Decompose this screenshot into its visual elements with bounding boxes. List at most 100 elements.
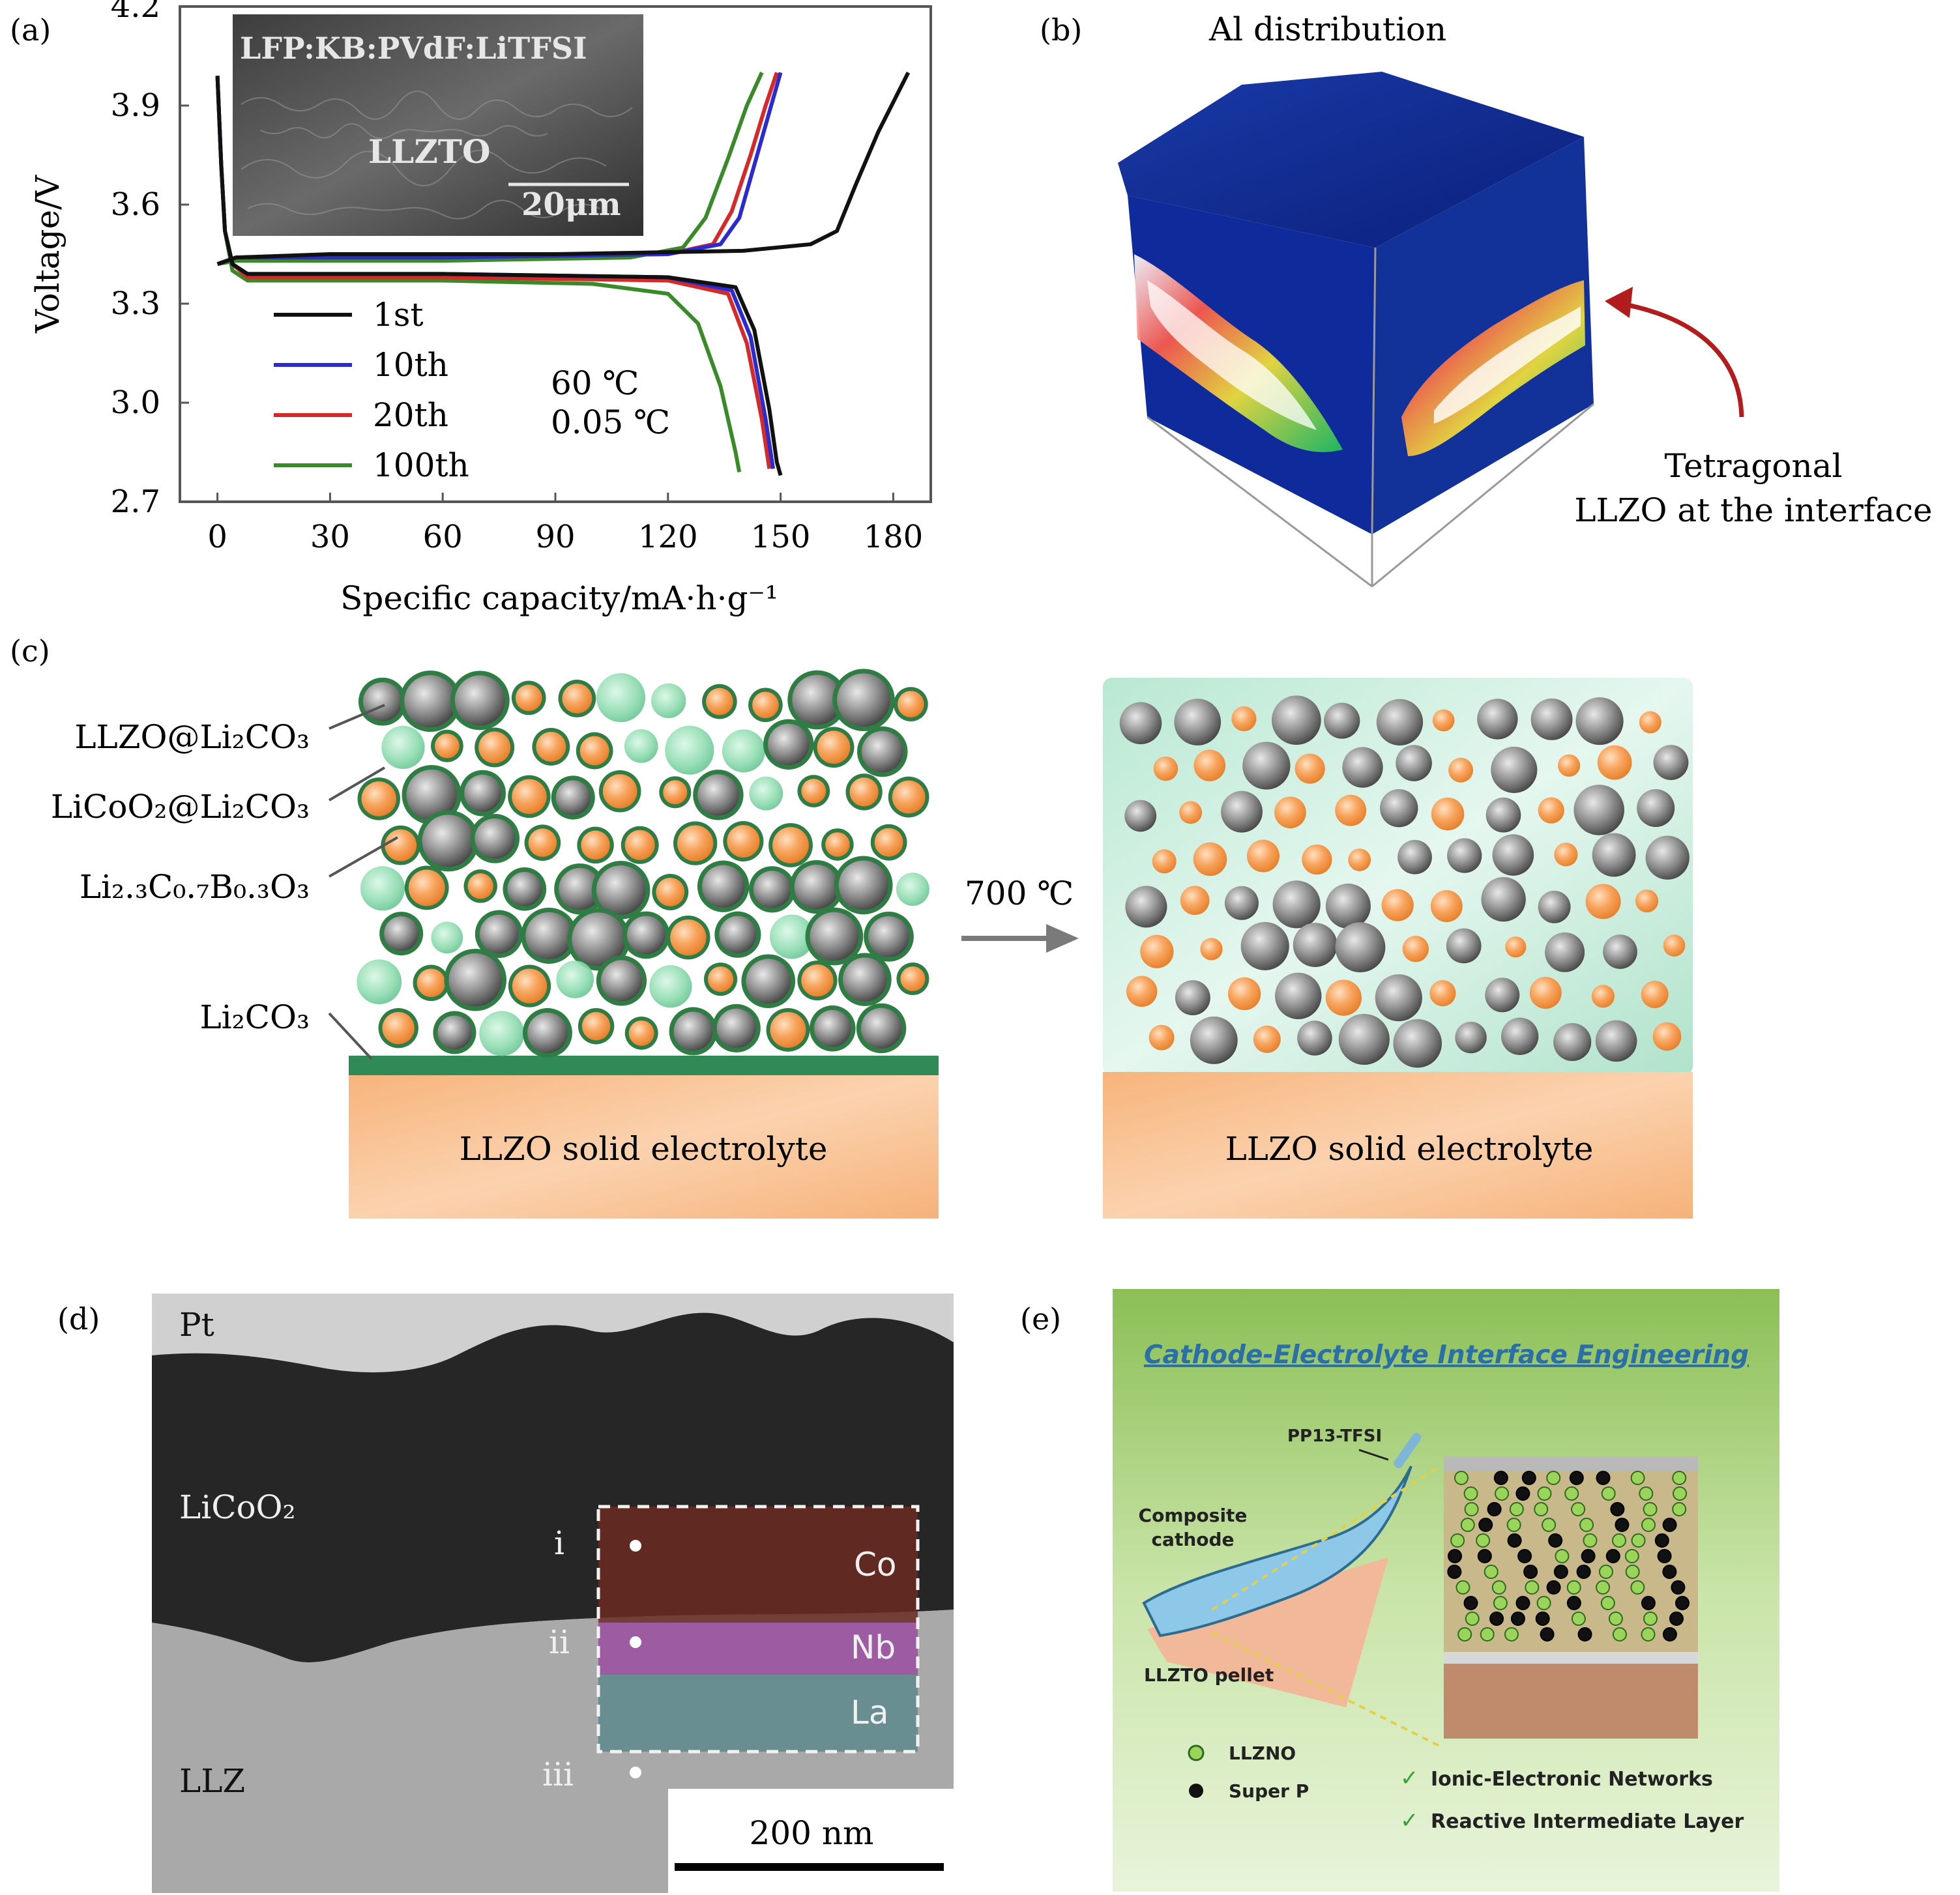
super-p-particle xyxy=(1489,1612,1504,1626)
licoo2-particle xyxy=(1297,1020,1332,1056)
llzno-particle xyxy=(1639,1486,1654,1501)
licoo2-particle xyxy=(1545,932,1585,972)
composite-label-line2: cathode xyxy=(1151,1529,1234,1550)
point-ii-label: ii xyxy=(549,1623,570,1661)
sem-image xyxy=(233,14,643,236)
llzo-particle xyxy=(1274,796,1306,829)
llzno-particle xyxy=(1491,1580,1506,1595)
super-p-particle xyxy=(1669,1612,1684,1626)
llzno-particle xyxy=(1672,1502,1687,1516)
x-tick-label: 0 xyxy=(207,519,227,555)
licoo2-particle xyxy=(1376,699,1424,745)
llzno-particle xyxy=(1596,1580,1611,1595)
licoo2-particle xyxy=(1224,886,1259,920)
llzo-particle xyxy=(1246,839,1280,873)
licoo2-particle xyxy=(1455,1021,1487,1054)
licoo2-particle xyxy=(1447,838,1482,873)
sem-substrate-label: LLZTO xyxy=(368,132,491,171)
label-li2co3: Li₂CO₃ xyxy=(199,998,310,1036)
super-p-particle xyxy=(1540,1627,1555,1642)
super-p-particle xyxy=(1447,1565,1462,1579)
super-p-particle xyxy=(1553,1565,1568,1579)
llzo-particle xyxy=(1148,1024,1175,1050)
panel-e-label: (e) xyxy=(1020,1301,1061,1337)
panel-d: (d) Co Nb La i ii iii Pt LiCoO₂ LLZ 200 … xyxy=(57,1294,954,1893)
y-tick-label: 3.3 xyxy=(111,285,160,322)
llzno-particle xyxy=(1600,1596,1615,1610)
lcbo-particle xyxy=(769,914,814,959)
llzo-particle xyxy=(1294,753,1325,784)
licoo2-particle xyxy=(1221,790,1263,833)
llzno-particle xyxy=(1579,1518,1594,1532)
eds-map-box xyxy=(596,1505,920,1754)
llzo-particle xyxy=(1505,936,1527,958)
super-p-particle xyxy=(1548,1533,1563,1548)
llzno-particle xyxy=(1454,1471,1469,1485)
panel-b-label: (b) xyxy=(1040,12,1082,48)
panel-a-legend: 1st 10th 20th 100th xyxy=(274,296,469,484)
scale-bar-box xyxy=(668,1789,954,1893)
llzo-particle xyxy=(1381,889,1414,921)
llzno-particle xyxy=(1601,1486,1616,1501)
super-p-particle xyxy=(1517,1549,1532,1563)
lcbo-particle xyxy=(381,725,425,769)
licoo2-particle xyxy=(1603,934,1637,969)
llzo-particle xyxy=(1429,980,1456,1007)
llzo-particle xyxy=(1430,890,1463,922)
super-p-particle xyxy=(1510,1612,1525,1626)
licoo2-particle xyxy=(1397,839,1432,875)
panel-a-label: (a) xyxy=(10,12,51,48)
series-100th-charge-curve xyxy=(217,72,764,267)
super-p-particle xyxy=(1487,1502,1502,1516)
lcbo-particle xyxy=(896,873,929,906)
licoo2-particle xyxy=(1530,698,1573,740)
llzno-particle xyxy=(1546,1471,1561,1485)
lcbo-particle xyxy=(360,866,405,911)
panel-d-label: (d) xyxy=(57,1301,100,1337)
licoo2-particle xyxy=(1335,922,1386,973)
llzno-particle xyxy=(1571,1502,1586,1516)
y-tick-label: 3.9 xyxy=(111,87,160,124)
licoo2-particle xyxy=(1446,928,1482,964)
super-p-particle xyxy=(1662,1627,1677,1642)
llzno-particle xyxy=(1630,1471,1645,1485)
super-p-particle xyxy=(1515,1596,1530,1610)
layer-label-pt: Pt xyxy=(179,1306,214,1344)
licoo2-particle xyxy=(1477,699,1518,740)
llzo-particle xyxy=(1200,938,1223,961)
llzno-particle xyxy=(1480,1627,1495,1642)
licoo2-particle xyxy=(1272,880,1321,929)
llzno-particle xyxy=(1583,1533,1598,1548)
llzno-particle xyxy=(1450,1533,1465,1548)
llzo-particle xyxy=(1597,745,1632,780)
x-tick-label: 180 xyxy=(864,519,924,555)
super-p-particle xyxy=(1535,1612,1550,1626)
llzno-particle xyxy=(1566,1580,1581,1595)
licoo2-particle xyxy=(1637,788,1675,828)
licoo2-particle xyxy=(1538,890,1571,923)
point-i-label: i xyxy=(554,1524,564,1562)
annotation-arrow xyxy=(1617,300,1744,418)
label-li2-3c0-7b0-3o3: Li₂.₃C₀.₇B₀.₃O₃ xyxy=(80,868,310,906)
licoo2-particle xyxy=(1645,835,1689,880)
licoo2-particle xyxy=(1380,788,1418,828)
llzo-particle xyxy=(1652,1022,1682,1051)
llzno-particle xyxy=(1495,1486,1510,1501)
panel-a-temperature: 60 ℃ xyxy=(551,364,639,402)
llzno-particle xyxy=(1537,1486,1552,1501)
licoo2-particle xyxy=(1338,1013,1390,1065)
pt-layer xyxy=(152,1294,954,1372)
super-p-particle xyxy=(1641,1596,1656,1610)
pp13-tube xyxy=(1394,1432,1422,1468)
super-p-particle xyxy=(1515,1486,1530,1501)
sem-material-label: LFP:KB:PVdF:LiTFSI xyxy=(240,31,587,66)
llzno-particle xyxy=(1455,1580,1470,1595)
llzto-pellet xyxy=(1147,1557,1388,1707)
llzo-particle xyxy=(1179,801,1203,824)
llzno-particle xyxy=(1641,1627,1656,1642)
llzo-particle xyxy=(1554,843,1578,867)
annotation-line-1: Tetragonal xyxy=(1665,447,1843,485)
point-iii-marker xyxy=(630,1767,641,1778)
llzo-particle xyxy=(1402,935,1429,962)
